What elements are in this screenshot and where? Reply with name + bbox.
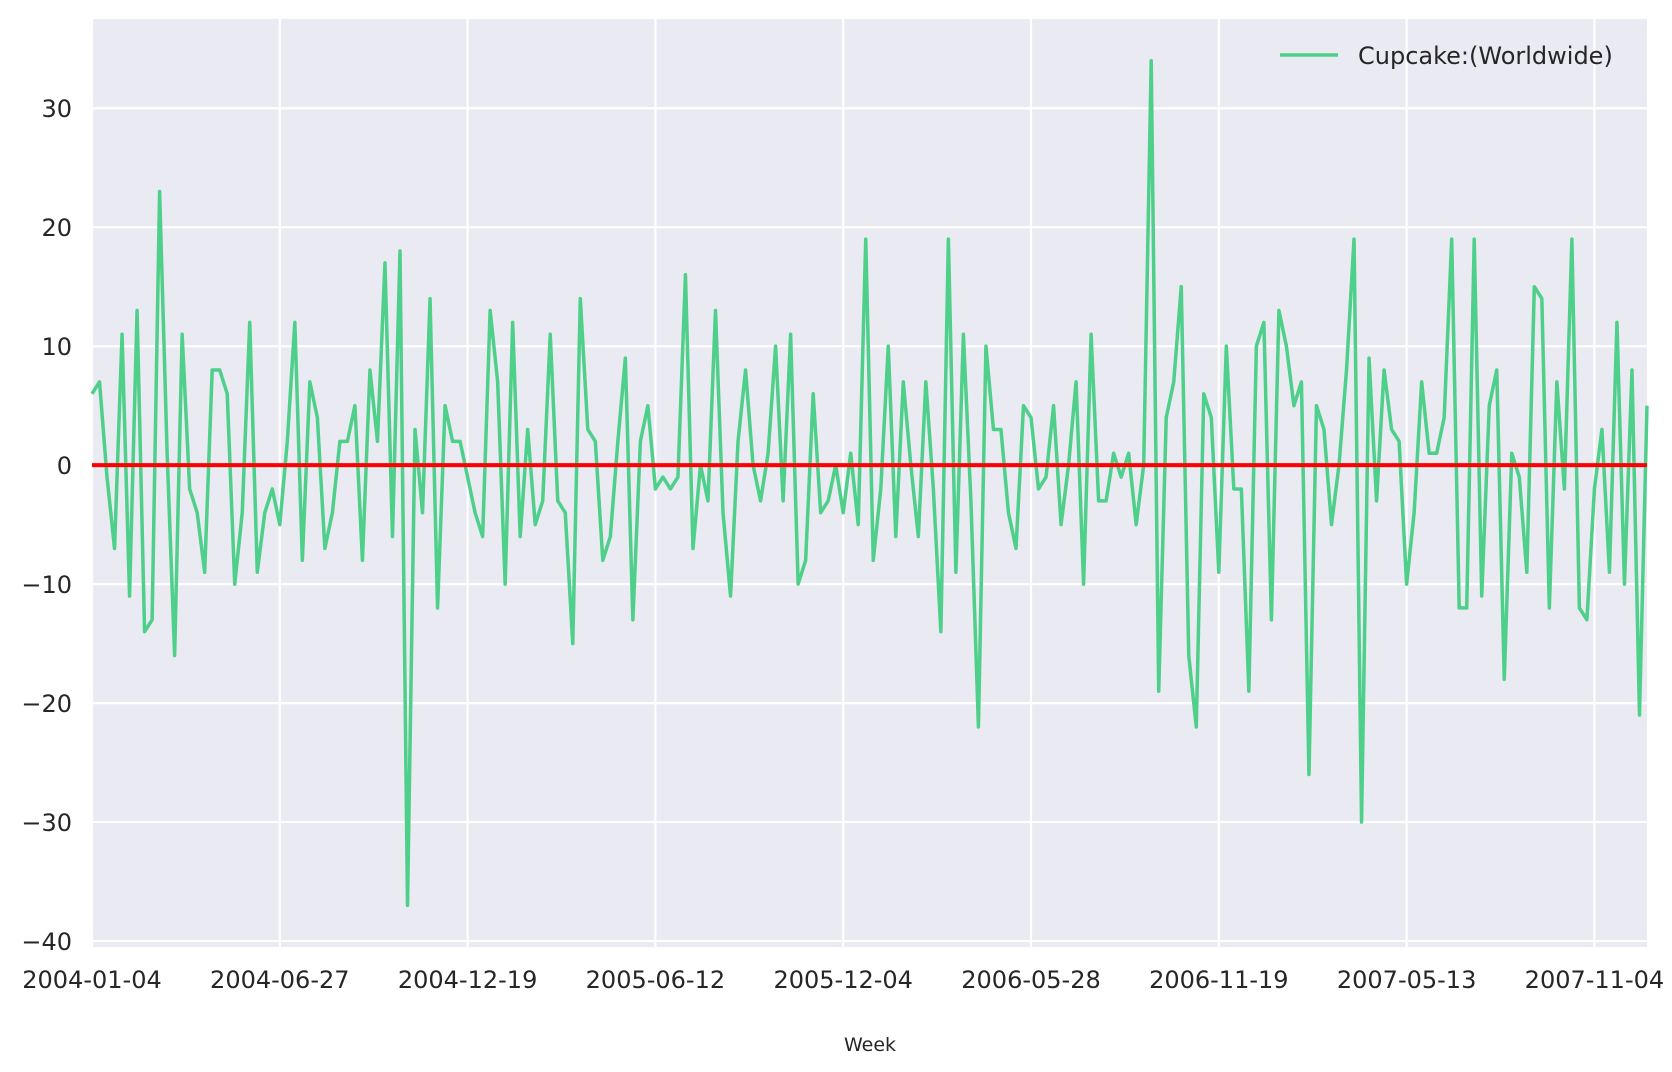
y-tick-label: −10 — [21, 571, 72, 599]
y-tick-label: 20 — [41, 214, 72, 242]
x-axis-ticks: 2004-01-04 2004-06-27 2004-12-19 2005-06-12… — [22, 966, 1664, 994]
x-tick-label: 2007-11-04 — [1525, 966, 1664, 994]
y-tick-label: −30 — [21, 809, 72, 837]
series-line-cupcake-worldwide — [90, 58, 1649, 908]
y-tick-label: 30 — [41, 95, 72, 123]
y-axis-ticks: −40 −30 −20 −10 0 10 20 30 — [21, 95, 72, 956]
legend: Cupcake:(Worldwide) — [1280, 42, 1613, 70]
x-tick-label: 2004-06-27 — [210, 966, 349, 994]
y-tick-label: −40 — [21, 928, 72, 956]
y-tick-label: 10 — [41, 333, 72, 361]
x-axis-label: Week — [844, 1034, 896, 1056]
x-tick-label: 2006-11-19 — [1149, 966, 1288, 994]
y-tick-label: −20 — [21, 690, 72, 718]
legend-label: Cupcake:(Worldwide) — [1358, 42, 1613, 70]
plot-area — [92, 19, 1647, 947]
x-tick-label: 2004-12-19 — [398, 966, 537, 994]
x-tick-label: 2005-06-12 — [586, 966, 725, 994]
y-tick-label: 0 — [57, 452, 72, 480]
x-tick-label: 2006-05-28 — [961, 966, 1100, 994]
x-tick-label: 2004-01-04 — [22, 966, 161, 994]
x-tick-label: 2007-05-13 — [1337, 966, 1476, 994]
x-tick-label: 2005-12-04 — [773, 966, 912, 994]
